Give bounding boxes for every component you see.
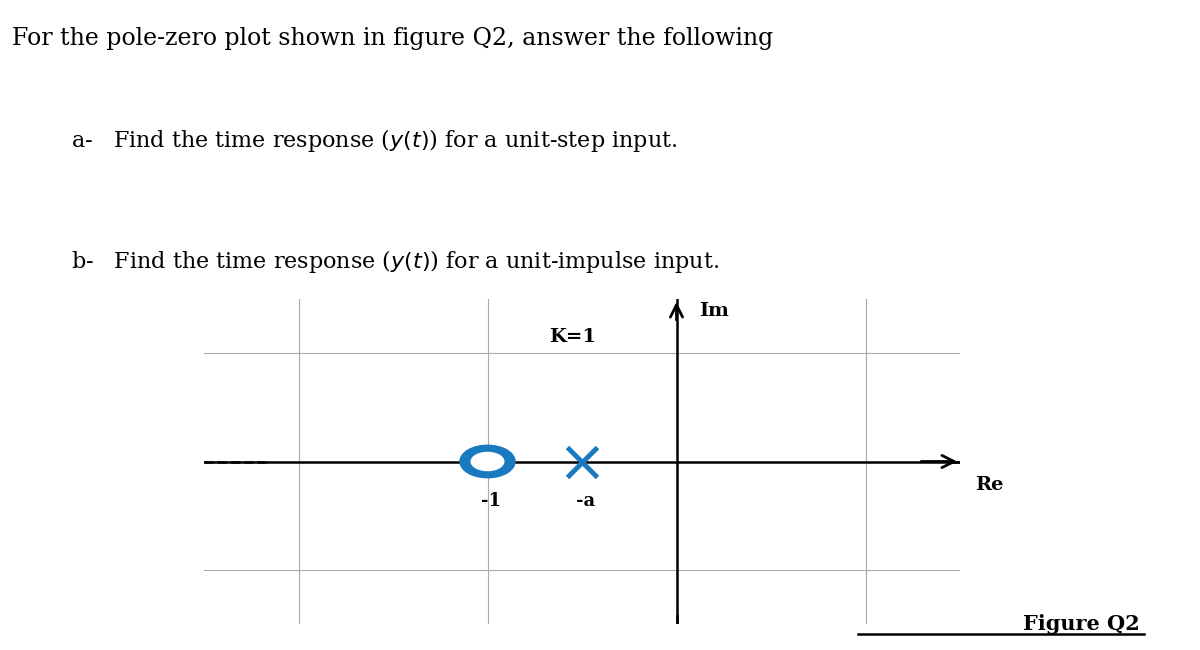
- Text: b-   Find the time response ($y(t)$) for a unit-impulse input.: b- Find the time response ($y(t)$) for a…: [71, 248, 719, 274]
- Text: -a: -a: [576, 492, 595, 510]
- Text: Im: Im: [700, 302, 730, 320]
- Text: -1: -1: [481, 492, 502, 510]
- Circle shape: [461, 447, 514, 476]
- Text: a-   Find the time response ($y(t)$) for a unit-step input.: a- Find the time response ($y(t)$) for a…: [71, 127, 677, 155]
- Text: Figure Q2: Figure Q2: [1024, 614, 1140, 634]
- Circle shape: [470, 452, 504, 471]
- Text: K=1: K=1: [548, 328, 596, 346]
- Text: Re: Re: [976, 476, 1003, 495]
- Text: For the pole-zero plot shown in figure Q2, answer the following: For the pole-zero plot shown in figure Q…: [12, 27, 773, 50]
